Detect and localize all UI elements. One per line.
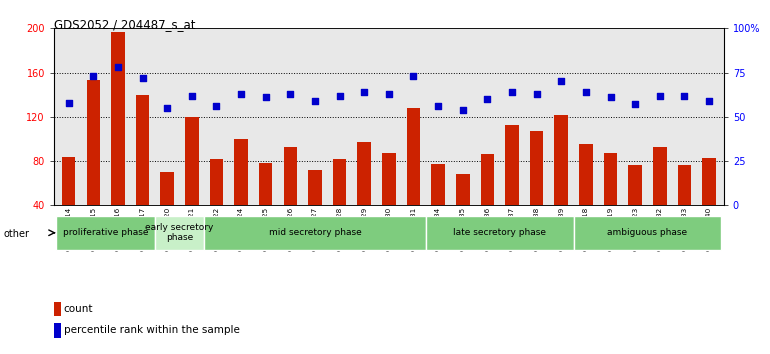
Bar	[357, 142, 371, 250]
Bar	[111, 32, 125, 250]
Point	[531, 91, 543, 97]
Bar	[628, 166, 642, 250]
Text: late secretory phase: late secretory phase	[454, 228, 546, 237]
Text: proliferative phase: proliferative phase	[63, 228, 149, 237]
Point	[432, 103, 444, 109]
Bar	[54, 323, 61, 338]
Point	[580, 89, 592, 95]
Bar	[234, 139, 248, 250]
Bar	[185, 117, 199, 250]
Point	[333, 93, 346, 98]
Text: percentile rank within the sample: percentile rank within the sample	[64, 325, 239, 336]
Point	[186, 93, 198, 98]
Bar	[579, 144, 593, 250]
Bar	[554, 115, 568, 250]
Bar	[160, 172, 174, 250]
Text: GDS2052 / 204487_s_at: GDS2052 / 204487_s_at	[54, 18, 196, 31]
Point	[136, 75, 149, 81]
Text: count: count	[64, 304, 93, 314]
Bar	[308, 170, 322, 250]
Point	[678, 93, 691, 98]
Point	[506, 89, 518, 95]
Point	[358, 89, 370, 95]
Point	[309, 98, 321, 104]
Bar	[136, 95, 149, 250]
Bar	[604, 153, 618, 250]
Bar	[653, 147, 667, 250]
Point	[112, 64, 124, 70]
Bar	[382, 153, 396, 250]
Point	[629, 102, 641, 107]
Point	[383, 91, 395, 97]
Text: mid secretory phase: mid secretory phase	[269, 228, 361, 237]
Point	[62, 100, 75, 105]
Bar	[86, 80, 100, 250]
Bar	[426, 216, 574, 250]
Point	[161, 105, 173, 111]
Bar	[480, 154, 494, 250]
Bar	[574, 216, 721, 250]
Bar	[54, 302, 61, 316]
Point	[235, 91, 247, 97]
Bar	[204, 216, 426, 250]
Point	[703, 98, 715, 104]
Point	[210, 103, 223, 109]
Bar	[56, 216, 155, 250]
Point	[654, 93, 666, 98]
Bar	[530, 131, 544, 250]
Point	[284, 91, 296, 97]
Text: other: other	[4, 229, 30, 239]
Bar	[209, 159, 223, 250]
Bar	[702, 158, 716, 250]
Bar	[62, 156, 75, 250]
Bar	[505, 125, 519, 250]
Point	[407, 73, 420, 79]
Bar	[407, 108, 420, 250]
Point	[481, 96, 494, 102]
Bar	[678, 166, 691, 250]
Bar	[259, 163, 273, 250]
Text: ambiguous phase: ambiguous phase	[608, 228, 688, 237]
Text: early secretory
phase: early secretory phase	[146, 223, 214, 242]
Point	[87, 73, 99, 79]
Bar	[283, 147, 297, 250]
Bar	[456, 175, 470, 250]
Point	[457, 107, 469, 113]
Bar	[155, 216, 204, 250]
Bar	[333, 159, 346, 250]
Point	[555, 79, 567, 84]
Point	[604, 95, 617, 100]
Bar	[431, 164, 445, 250]
Point	[259, 95, 272, 100]
